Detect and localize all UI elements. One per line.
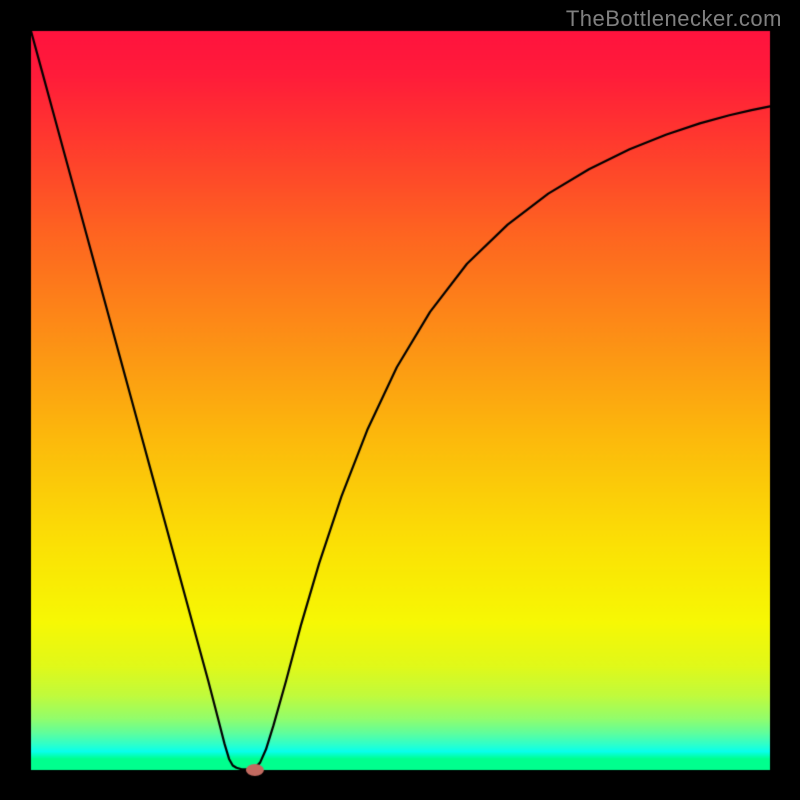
watermark-label: TheBottlenecker.com (566, 6, 782, 32)
bottleneck-chart (0, 0, 800, 800)
